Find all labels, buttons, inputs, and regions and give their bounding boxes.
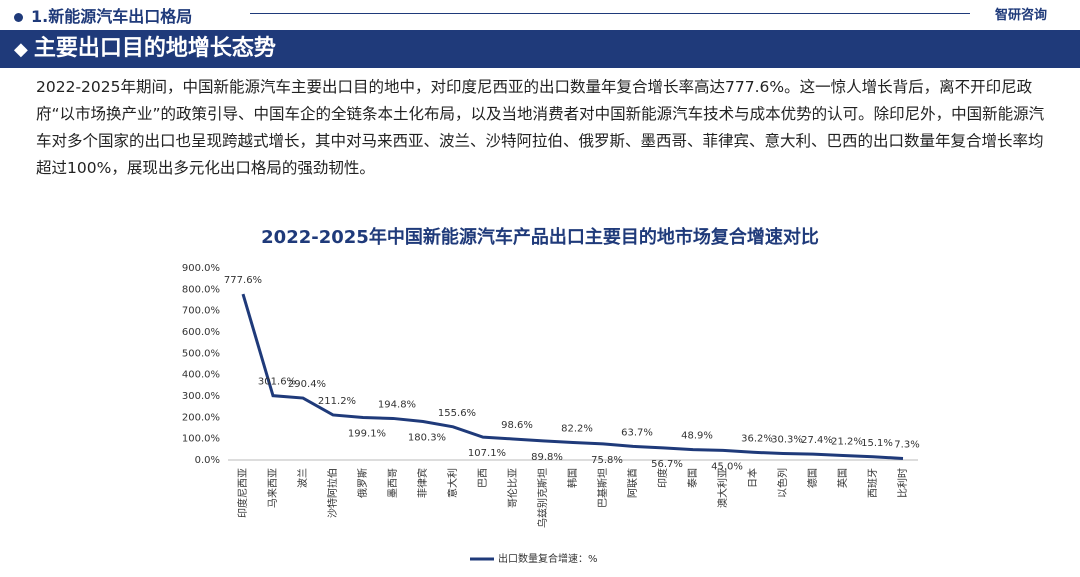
- data-label: 82.2%: [561, 423, 593, 434]
- data-label: 199.1%: [348, 429, 386, 440]
- data-label: 36.2%: [741, 433, 773, 444]
- x-tick-label: 德国: [806, 468, 819, 488]
- x-tick-label: 韩国: [566, 468, 579, 488]
- y-tick-label: 400.0%: [182, 370, 220, 381]
- x-tick-label: 英国: [836, 468, 849, 488]
- data-label: 211.2%: [318, 396, 356, 407]
- x-tick-label: 巴基斯坦: [596, 468, 609, 508]
- x-tick-label: 日本: [746, 468, 759, 488]
- x-tick-label: 印度: [656, 468, 669, 488]
- data-label: 301.6%: [258, 377, 296, 388]
- data-label: 194.8%: [378, 399, 416, 410]
- data-label: 777.6%: [224, 275, 262, 286]
- data-label: 15.1%: [861, 438, 893, 449]
- y-tick-label: 100.0%: [182, 434, 220, 445]
- x-tick-label: 澳大利亚: [716, 468, 729, 508]
- x-tick-label: 菲律宾: [416, 468, 429, 498]
- y-tick-label: 900.0%: [182, 263, 220, 274]
- x-tick-label: 乌兹别克斯坦: [536, 468, 549, 528]
- data-label: 21.2%: [831, 436, 863, 447]
- legend-label: 出口数量复合增速：%: [498, 552, 598, 565]
- x-tick-label: 以色列: [776, 468, 789, 498]
- data-label: 56.7%: [651, 459, 683, 470]
- y-tick-label: 0.0%: [195, 455, 220, 466]
- data-label: 98.6%: [501, 420, 533, 431]
- banner: 主要出口目的地增长态势: [0, 30, 1080, 68]
- x-tick-label: 马来西亚: [267, 468, 279, 508]
- data-label: 107.1%: [468, 448, 506, 459]
- logo: 智研咨询: [995, 8, 1048, 23]
- x-tick-label: 巴西: [477, 468, 489, 488]
- data-label: 180.3%: [408, 433, 446, 444]
- data-label: 155.6%: [438, 408, 476, 419]
- x-tick-label: 俄罗斯: [356, 468, 369, 498]
- data-label: 7.3%: [894, 439, 919, 450]
- data-line: [241, 293, 904, 460]
- x-tick-label: 阿联酋: [626, 468, 639, 498]
- y-tick-label: 700.0%: [182, 306, 220, 317]
- data-label: 45.0%: [711, 461, 743, 472]
- x-tick-label: 波兰: [296, 468, 309, 488]
- data-label: 75.8%: [591, 455, 623, 466]
- paragraph: 2022-2025年期间，中国新能源汽车主要出口目的地中，对印度尼西亚的出口数量…: [36, 78, 1045, 177]
- data-label: 27.4%: [801, 435, 833, 446]
- x-tick-label: 比利时: [897, 468, 909, 498]
- x-tick-label: 墨西哥: [387, 468, 399, 498]
- banner-title: 主要出口目的地增长态势: [14, 36, 276, 61]
- x-tick-label: 哥伦比亚: [506, 468, 519, 508]
- y-tick-label: 300.0%: [182, 391, 220, 402]
- rule: [250, 13, 970, 14]
- y-tick-label: 500.0%: [182, 348, 220, 359]
- section-title: 1.新能源汽车出口格局: [14, 3, 192, 27]
- top-bar: 1.新能源汽车出口格局 智研咨询: [0, 0, 1080, 28]
- x-tick-label: 沙特阿拉伯: [326, 468, 339, 518]
- x-tick-label: 印度尼西亚: [236, 468, 249, 518]
- y-tick-label: 600.0%: [182, 327, 220, 338]
- chart-title: 2022-2025年中国新能源汽车产品出口主要目的地市场复合增速对比: [261, 226, 819, 248]
- y-tick-label: 200.0%: [182, 412, 220, 423]
- x-tick-label: 西班牙: [867, 468, 879, 498]
- data-label: 30.3%: [771, 435, 803, 446]
- x-tick-label: 意大利: [446, 468, 459, 498]
- data-label: 89.8%: [531, 452, 563, 463]
- y-tick-label: 800.0%: [182, 284, 220, 295]
- data-label: 63.7%: [621, 427, 653, 438]
- x-tick-label: 泰国: [686, 468, 699, 488]
- data-label: 290.4%: [288, 379, 326, 390]
- data-label: 48.9%: [681, 431, 713, 442]
